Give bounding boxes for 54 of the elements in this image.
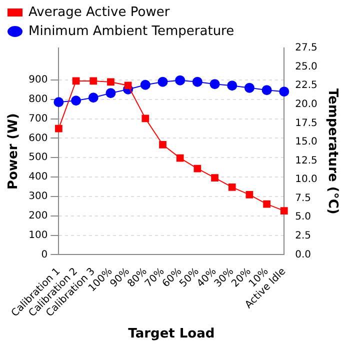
point [262,85,272,96]
point [140,80,150,90]
y-axis-title: Power (W) [6,113,22,190]
point [106,88,116,98]
point [175,75,186,86]
point [90,77,98,85]
point [280,207,288,215]
point [210,79,220,90]
y2-tick-label: 10.0 [295,174,318,186]
y2-tick-label: 22.5 [295,80,318,92]
point [71,96,82,106]
point [72,77,80,85]
y-tick-label: 700 [28,113,48,124]
y2-tick-label: 0.0 [295,249,312,260]
y2-tick-label: 12.5 [295,155,318,166]
y2-tick-label: 25.0 [295,61,318,72]
y2-axis-title: Temperature (°C) [324,88,340,214]
point [246,191,254,198]
point [88,92,98,103]
y2-tick-label: 2.5 [295,230,312,242]
point [263,200,270,208]
point [55,124,62,132]
point [158,76,168,87]
point [159,140,166,148]
y-tick-label: 300 [28,191,48,202]
point [142,114,150,122]
legend-label: Average Active Power [28,4,170,20]
point [211,174,218,182]
y-tick-label: 800 [28,94,48,106]
point [54,97,64,108]
point [124,82,132,90]
point [228,183,236,191]
y-tick-label: 500 [28,152,48,164]
y-tick-label: 400 [28,172,48,183]
x-axis-title: Target Load [128,326,215,342]
y-tick-label: 200 [28,210,48,222]
point [176,154,184,162]
y2-tick-label: 7.5 [295,192,312,204]
point [192,76,202,87]
y2-tick-label: 15.0 [295,136,318,148]
y2-tick-label: 27.5 [295,42,318,54]
y2-tick-label: 5.0 [295,212,312,223]
point [194,164,202,172]
y2-tick-label: 17.5 [295,118,318,129]
point [244,82,254,93]
y2-tick-label: 20.0 [295,98,318,110]
y-tick-label: 100 [28,230,48,241]
point [227,80,238,91]
point [107,78,114,86]
legend-label: Minimum Ambient Temperature [28,24,234,39]
y-tick-label: 0 [41,249,48,260]
y-tick-label: 900 [28,74,48,86]
point [279,86,290,97]
y-tick-label: 600 [28,132,48,144]
